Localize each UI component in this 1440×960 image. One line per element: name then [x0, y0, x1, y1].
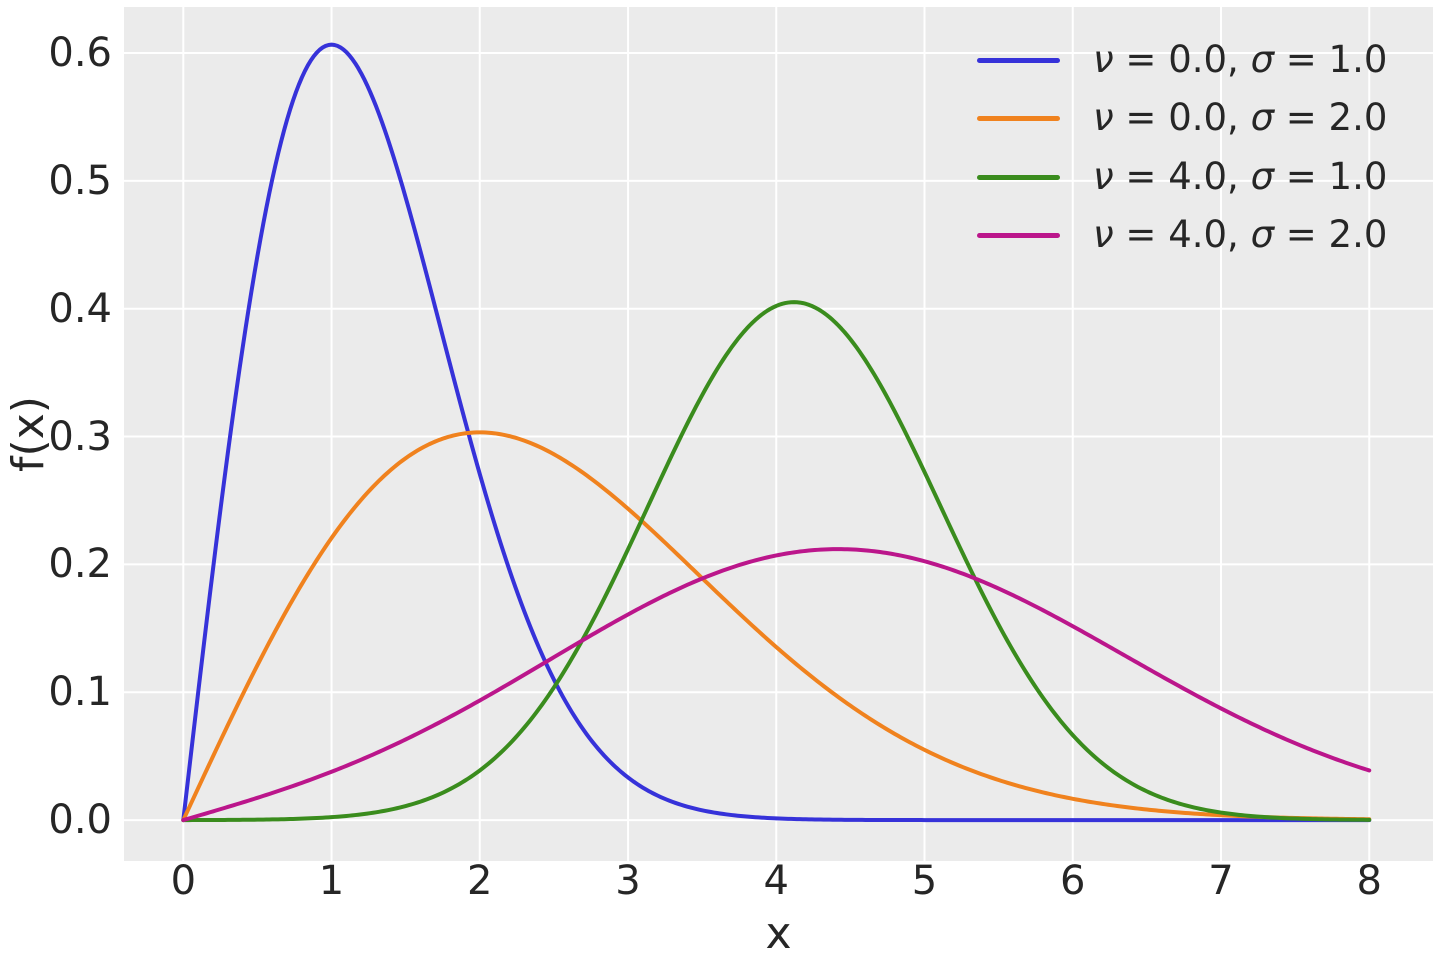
legend-item-1: ν = 0.0, σ = 2.0 — [977, 90, 1387, 149]
sigma-symbol: σ — [1250, 154, 1275, 198]
legend-item-0: ν = 0.0, σ = 1.0 — [977, 31, 1387, 90]
legend-item-2: ν = 4.0, σ = 1.0 — [977, 148, 1387, 207]
x-tick-label-6: 6 — [1060, 858, 1086, 904]
legend-label: ν = 0.0, σ = 2.0 — [1093, 96, 1388, 140]
y-tick-label-0.5: 0.5 — [48, 157, 112, 204]
y-axis-label: f(x) — [3, 396, 54, 472]
nu-symbol: ν — [1093, 213, 1114, 257]
x-tick-label-0: 0 — [170, 858, 197, 904]
y-tick-label-0.0: 0.0 — [48, 797, 112, 844]
y-tick-label-0.4: 0.4 — [48, 285, 112, 332]
x-tick-label-4: 4 — [763, 858, 789, 904]
x-axis-label: x — [765, 908, 792, 959]
legend-label: ν = 0.0, σ = 1.0 — [1093, 37, 1388, 81]
legend: ν = 0.0, σ = 1.0 ν = 0.0, σ = 2.0 ν = 4.0,… — [977, 31, 1387, 265]
legend-line-swatch — [977, 57, 1060, 63]
x-tick-label-3: 3 — [615, 858, 641, 904]
y-tick-label-0.6: 0.6 — [48, 30, 112, 77]
sigma-symbol: σ — [1250, 213, 1275, 257]
nu-symbol: ν — [1093, 154, 1114, 198]
curve-nu-0.0-sigma-2.0 — [181, 430, 1372, 823]
plot-background — [124, 7, 1433, 861]
legend-line-swatch — [977, 233, 1060, 239]
y-tick-label-0.3: 0.3 — [48, 413, 112, 460]
sigma-symbol: σ — [1250, 96, 1275, 140]
curve-nu-4.0-sigma-1.0 — [181, 300, 1372, 823]
y-tick-label-0.2: 0.2 — [48, 541, 112, 588]
nu-symbol: ν — [1093, 96, 1114, 140]
legend-line-swatch — [977, 116, 1060, 122]
x-tick-label-2: 2 — [467, 858, 493, 904]
legend-label: ν = 4.0, σ = 1.0 — [1093, 154, 1388, 198]
x-tick-label-5: 5 — [911, 858, 938, 904]
sigma-symbol: σ — [1250, 37, 1275, 81]
legend-label: ν = 4.0, σ = 2.0 — [1093, 213, 1388, 257]
legend-line-swatch — [977, 174, 1060, 180]
nu-symbol: ν — [1093, 37, 1114, 81]
legend-item-3: ν = 4.0, σ = 2.0 — [977, 207, 1387, 266]
x-tick-label-7: 7 — [1208, 858, 1234, 904]
curve-nu-4.0-sigma-2.0 — [181, 547, 1372, 823]
curve-nu-0.0-sigma-1.0 — [181, 42, 1372, 823]
x-tick-label-8: 8 — [1356, 858, 1382, 904]
x-tick-label-1: 1 — [318, 858, 345, 904]
y-tick-label-0.1: 0.1 — [48, 669, 112, 716]
